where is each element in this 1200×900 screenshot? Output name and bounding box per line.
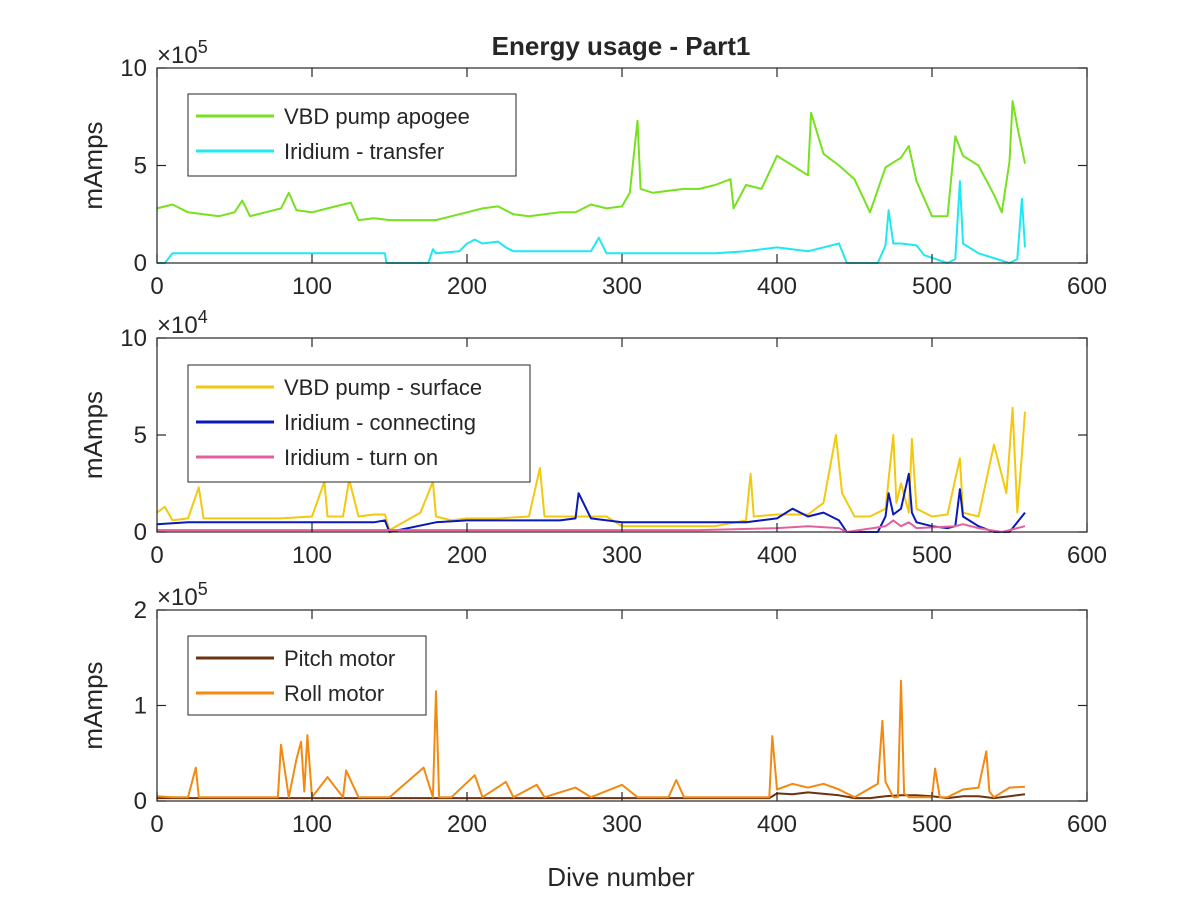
x-tick-label: 300: [602, 542, 642, 569]
series-line-vbd-pump-apogee: [156, 100, 1026, 222]
legend-label: Iridium - turn on: [284, 445, 438, 470]
y-exponent-power: 5: [198, 579, 208, 599]
legend-label: Iridium - transfer: [284, 139, 444, 164]
x-tick-label: 0: [150, 542, 163, 569]
x-tick-label: 200: [447, 811, 487, 838]
x-tick-label: 600: [1067, 542, 1107, 569]
y-tick-label: 10: [120, 55, 147, 82]
panel-pitch-roll-motor: 0 100 200 300 400 500 600 0 1 2 ×105 mAmps Pitch mot…: [78, 579, 1107, 838]
y-tick-label: 0: [134, 250, 147, 277]
x-axis-label: Dive number: [547, 862, 695, 892]
y-exponent-power: 5: [198, 37, 208, 57]
x-tick-label: 100: [292, 811, 332, 838]
x-tick-label: 600: [1067, 811, 1107, 838]
y-axis-label: mAmps: [78, 661, 108, 749]
y-tick-label: 0: [134, 519, 147, 546]
x-tick-label: 600: [1067, 273, 1107, 300]
x-tick-label: 400: [757, 811, 797, 838]
x-tick-label: 200: [447, 542, 487, 569]
x-tick-label: 500: [912, 273, 952, 300]
x-tick-label: 100: [292, 542, 332, 569]
series-line-iridium-connecting: [156, 472, 1026, 533]
y-exponent-label: ×104: [157, 307, 208, 339]
y-exponent-base: ×10: [157, 42, 198, 69]
y-tick-label: 0: [134, 788, 147, 815]
legend-box: [187, 93, 517, 177]
panel-vbd-surface-iridium: 0 100 200 300 400 500 600 0 5 10 ×104 mAmps VBD pump…: [78, 307, 1107, 569]
x-tick-label: 400: [757, 542, 797, 569]
y-exponent-power: 4: [198, 307, 208, 327]
legend-label: Roll motor: [284, 681, 384, 706]
x-tick-label: 100: [292, 273, 332, 300]
y-tick-label: 1: [134, 693, 147, 720]
y-tick-label: 5: [134, 422, 147, 449]
legend-label: Pitch motor: [284, 646, 395, 671]
y-tick-label: 2: [134, 597, 147, 624]
y-tick-label: 5: [134, 153, 147, 180]
x-tick-label: 300: [602, 273, 642, 300]
x-tick-label: 0: [150, 273, 163, 300]
y-exponent-base: ×10: [157, 312, 198, 339]
series-line-iridium-turn-on: [157, 519, 1026, 533]
legend-label: Iridium - connecting: [284, 410, 476, 435]
y-axis-label: mAmps: [78, 391, 108, 479]
y-exponent-label: ×105: [157, 579, 208, 611]
y-exponent-base: ×10: [157, 584, 198, 611]
x-tick-label: 400: [757, 273, 797, 300]
legend-label: VBD pump apogee: [284, 104, 470, 129]
x-tick-label: 300: [602, 811, 642, 838]
x-tick-label: 0: [150, 811, 163, 838]
series-line-roll-motor: [156, 679, 1026, 799]
y-axis-label: mAmps: [78, 121, 108, 209]
series-line-vbd-pump-surface: [156, 406, 1026, 532]
legend-box: [187, 635, 427, 716]
y-exponent-label: ×105: [157, 37, 208, 69]
series-line-pitch-motor: [157, 791, 1026, 800]
x-tick-label: 200: [447, 273, 487, 300]
legend-label: VBD pump - surface: [284, 375, 482, 400]
y-tick-label: 10: [120, 325, 147, 352]
x-tick-label: 500: [912, 811, 952, 838]
figure-title: Energy usage - Part1: [492, 31, 751, 61]
x-tick-label: 500: [912, 542, 952, 569]
